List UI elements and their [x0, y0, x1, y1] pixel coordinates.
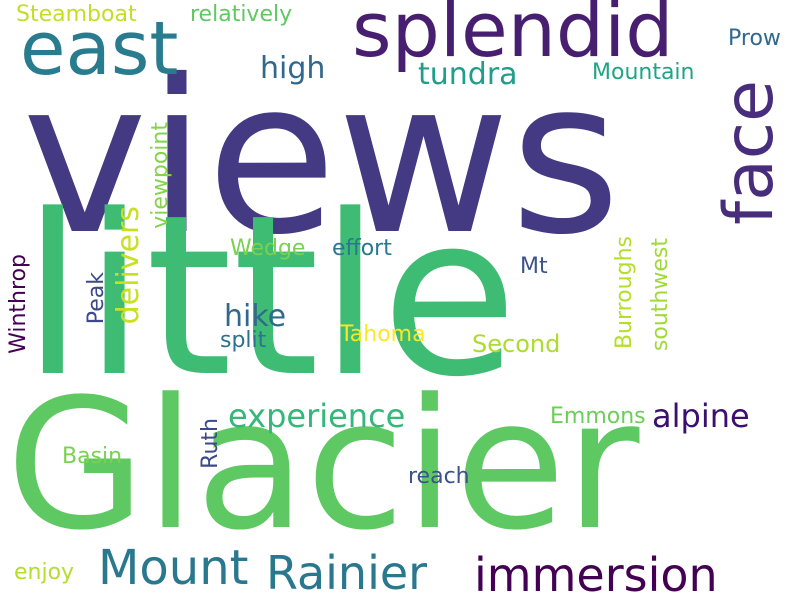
word-split: split — [220, 328, 267, 353]
word-burroughs: Burroughs — [612, 236, 637, 350]
word-hike: hike — [224, 299, 287, 334]
word-mt: Mt — [520, 254, 548, 279]
word-rainier: Rainier — [266, 546, 428, 600]
word-enjoy: enjoy — [14, 560, 75, 585]
word-emmons: Emmons — [550, 404, 646, 429]
word-effort: effort — [332, 236, 392, 261]
word-wedge: Wedge — [230, 236, 306, 261]
word-glacier: Glacier — [6, 361, 640, 570]
word-high: high — [260, 51, 326, 86]
word-immersion: immersion — [474, 548, 718, 600]
word-mount: Mount — [98, 540, 249, 596]
word-ruth: Ruth — [198, 418, 223, 469]
word-delivers: delivers — [111, 206, 146, 325]
word-face: face — [710, 80, 789, 225]
word-viewpoint: viewpoint — [148, 122, 173, 229]
word-second: Second — [472, 330, 561, 358]
word-experience: experience — [228, 397, 406, 435]
word-little: little — [22, 168, 518, 426]
word-winthrop: Winthrop — [6, 254, 31, 354]
word-views: views — [22, 34, 621, 281]
word-southwest: southwest — [648, 238, 673, 352]
word-peak: Peak — [84, 272, 109, 325]
word-alpine: alpine — [652, 397, 750, 435]
word-tahoma: Tahoma — [340, 322, 426, 347]
word-reach: reach — [408, 464, 470, 489]
word-splendid: splendid — [352, 0, 674, 74]
word-relatively: relatively — [190, 2, 293, 27]
word-mountain: Mountain — [592, 60, 695, 85]
word-tundra: tundra — [418, 57, 518, 92]
word-steamboat: Steamboat — [16, 2, 137, 27]
word-prow: Prow — [728, 26, 781, 51]
word-basin: Basin — [62, 444, 123, 469]
word-east: east — [20, 6, 179, 92]
